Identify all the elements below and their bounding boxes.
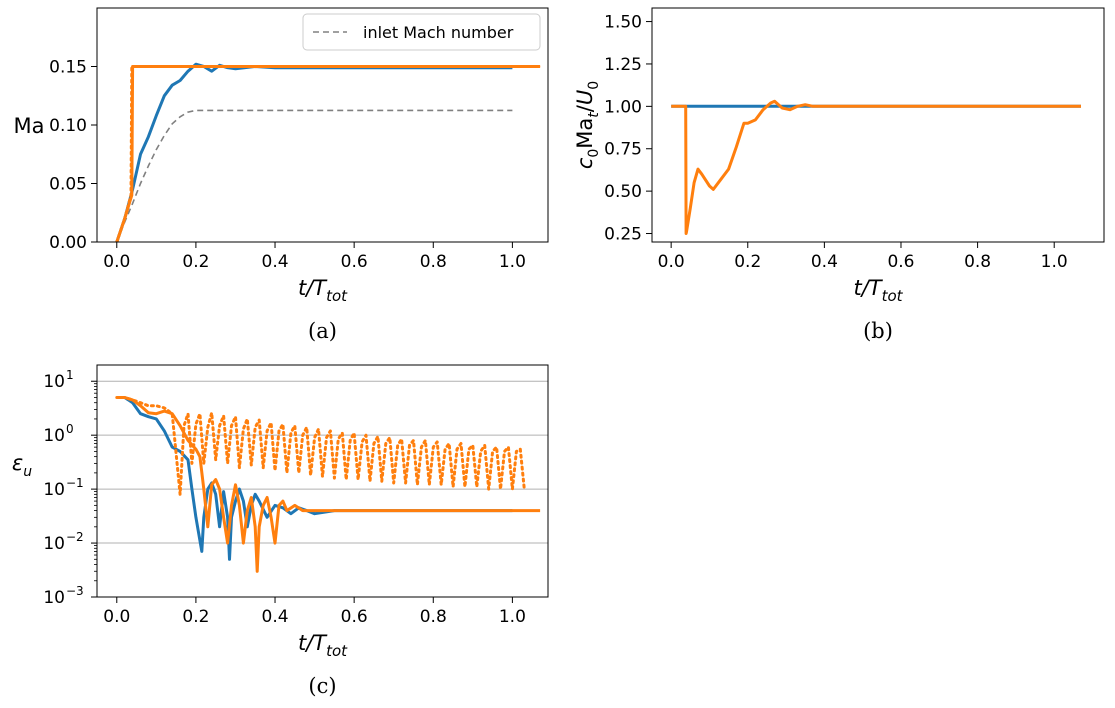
ytick-label-b-0: 0.25 xyxy=(604,225,642,245)
xtick-label-b-2: 0.4 xyxy=(811,252,838,272)
legend-label-inlet: inlet Mach number xyxy=(363,23,514,42)
xtick-label-b-3: 0.6 xyxy=(887,252,914,272)
ytick-exp-c-2: −1 xyxy=(66,476,84,490)
xlabel-sub-a: tot xyxy=(326,287,348,305)
panel-b: 0.0 0.2 0.4 0.6 0.8 1.0 0.25 0.50 0.75 1.00 1.25 1.… xyxy=(573,7,1105,343)
ytick-exp-c-4: −3 xyxy=(66,584,84,598)
xtick-label-a-1: 0.2 xyxy=(182,252,209,272)
ytick-label-a-1: 0.05 xyxy=(49,175,87,195)
xtick-label-a-5: 1.0 xyxy=(499,252,526,272)
ylabel-c: εu xyxy=(12,451,32,480)
xtick-label-c-0: 0.0 xyxy=(103,607,130,627)
ytick-label-a-3: 0.15 xyxy=(49,58,87,78)
ytick-label-c-1: 10 xyxy=(43,426,65,446)
ylabel-a: Ma xyxy=(14,114,45,138)
xtick-label-b-4: 0.8 xyxy=(964,252,991,272)
ytick-label-b-5: 1.50 xyxy=(604,13,642,33)
xlabel-b: t/Ttot xyxy=(853,276,903,305)
ylabel-b-part-2: Ma xyxy=(573,118,597,149)
xtick-label-b-0: 0.0 xyxy=(658,252,685,272)
plot-frame-b xyxy=(651,7,1105,243)
series-a-2 xyxy=(115,65,541,242)
ytick-label-c-4: 10 xyxy=(43,588,65,608)
xlabel-sub-c: tot xyxy=(326,642,348,660)
ytick-label-a-2: 0.10 xyxy=(49,116,87,136)
xtick-label-c-5: 1.0 xyxy=(499,607,526,627)
ylabel-b-part-5: U xyxy=(573,90,597,105)
ylabel-b-part-4: / xyxy=(573,104,597,112)
ylabel-b: c0Mat/U0 xyxy=(573,81,602,169)
ytick-exp-c-3: −2 xyxy=(66,530,84,544)
caption-c: (c) xyxy=(308,674,336,698)
xtick-label-c-3: 0.6 xyxy=(341,607,368,627)
xlabel-main-b: t/T xyxy=(853,276,883,300)
ylabel-b-part-6: 0 xyxy=(586,81,602,90)
ylabel-c-sub: u xyxy=(23,464,32,480)
xlabel-main-c: t/T xyxy=(298,631,328,655)
ytick-label-b-3: 1.00 xyxy=(604,97,642,117)
xlabel-main-a: t/T xyxy=(298,276,328,300)
xlabel-a: t/Ttot xyxy=(298,276,348,305)
ytick-exp-c-0: 1 xyxy=(66,368,74,382)
ytick-label-c-3: 10 xyxy=(43,534,65,554)
series-group-c xyxy=(115,396,541,573)
plot-frame-c xyxy=(96,364,549,598)
ylabel-b-part-0: c xyxy=(573,157,597,169)
ytick-label-b-4: 1.25 xyxy=(604,55,642,75)
xtick-label-b-1: 0.2 xyxy=(734,252,761,272)
ytick-label-a-0: 0.00 xyxy=(49,233,87,253)
series-a-0 xyxy=(116,109,513,242)
ytick-label-b-1: 0.50 xyxy=(604,182,642,202)
ylabel-c-main: ε xyxy=(12,451,23,475)
xtick-label-a-4: 0.8 xyxy=(420,252,447,272)
series-c-2 xyxy=(115,396,526,496)
series-b-1 xyxy=(671,99,1081,235)
series-c-0 xyxy=(116,396,513,561)
series-a-3 xyxy=(115,65,542,242)
ytick-label-c-2: 10 xyxy=(43,480,65,500)
ytick-label-c-0: 10 xyxy=(43,372,65,392)
series-group-a xyxy=(115,62,542,242)
xlabel-sub-b: tot xyxy=(882,287,904,305)
ytick-label-b-2: 0.75 xyxy=(604,140,642,160)
xtick-label-c-1: 0.2 xyxy=(182,607,209,627)
xlabel-c: t/Ttot xyxy=(298,631,348,660)
ylabel-b-part-1: 0 xyxy=(586,149,602,158)
xtick-label-b-5: 1.0 xyxy=(1041,252,1068,272)
panel-a: 0.0 0.2 0.4 0.6 0.8 1.0 0.00 0.05 0.10 0.15 t/Ttot… xyxy=(14,7,549,343)
xtick-label-a-0: 0.0 xyxy=(103,252,130,272)
series-a-1 xyxy=(115,62,513,242)
xtick-label-a-3: 0.6 xyxy=(341,252,368,272)
xtick-label-a-2: 0.4 xyxy=(262,252,289,272)
caption-a: (a) xyxy=(308,319,337,343)
series-group-b xyxy=(671,99,1081,235)
legend-box xyxy=(302,13,541,51)
legend-a: inlet Mach number xyxy=(302,13,541,51)
ylabel-b-part-3: t xyxy=(586,112,602,118)
ytick-exp-c-1: 0 xyxy=(66,422,74,436)
caption-b: (b) xyxy=(863,319,893,343)
xtick-label-c-2: 0.4 xyxy=(262,607,289,627)
xtick-label-c-4: 0.8 xyxy=(420,607,447,627)
